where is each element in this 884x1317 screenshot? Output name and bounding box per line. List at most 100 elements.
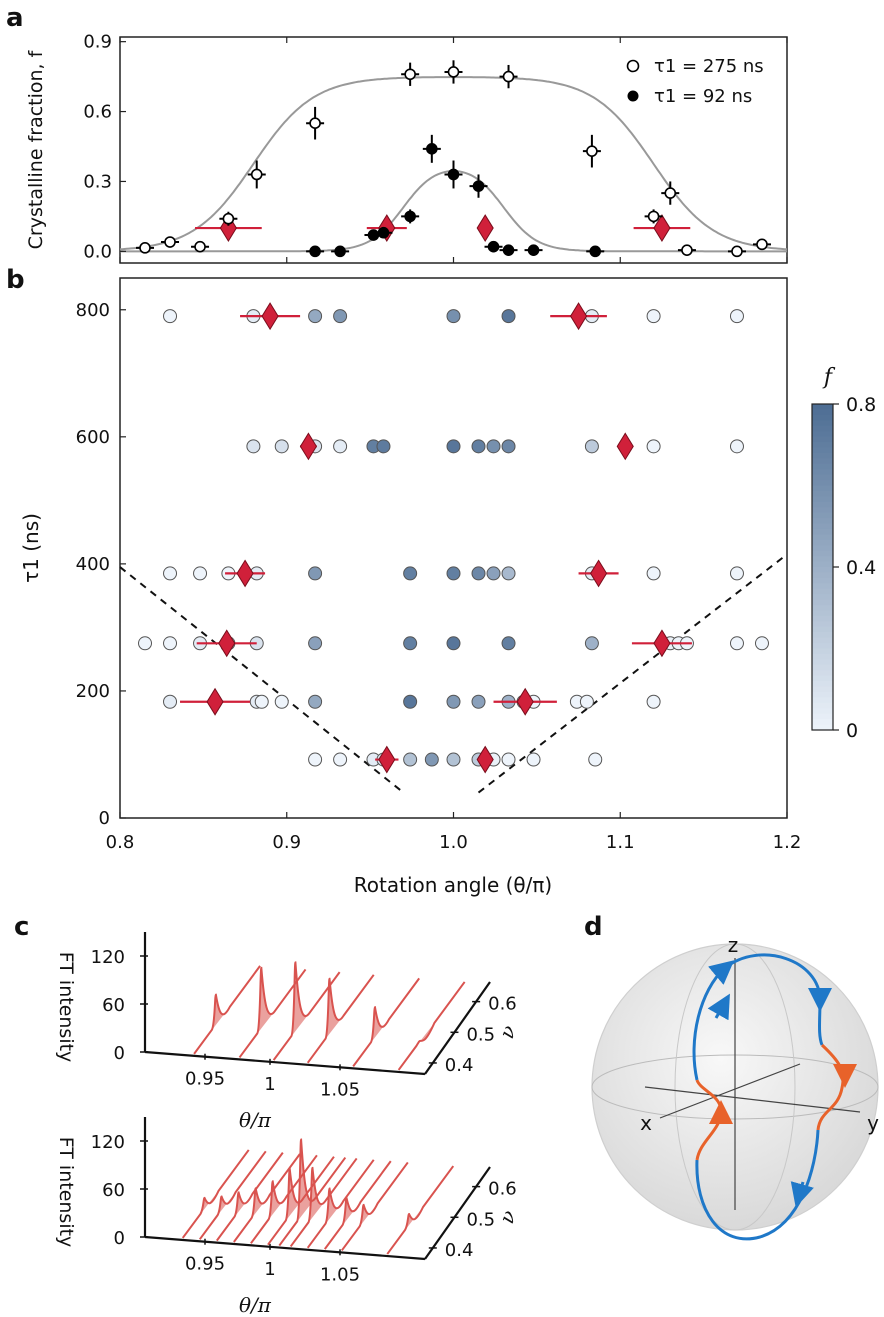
colorbar-segment xyxy=(812,523,833,530)
legend-label-275: τ1 = 275 ns xyxy=(654,56,764,77)
threshold-guide-line xyxy=(477,553,788,794)
waterfall-xtick-label: 1 xyxy=(264,1259,275,1280)
panel-b-xtick-label: 0.9 xyxy=(272,832,301,853)
colormap-data-point xyxy=(308,636,323,651)
colorbar-tick-label: 0 xyxy=(846,720,858,742)
colorbar-segment xyxy=(812,588,833,595)
data-point-92 xyxy=(589,245,602,258)
colorbar-label: f xyxy=(822,365,836,390)
colorbar-segment xyxy=(812,719,833,726)
colormap-data-point xyxy=(446,439,461,454)
blue-trajectory-upper xyxy=(692,953,832,1081)
colormap-data-point xyxy=(446,752,461,767)
panel-a-ytick-label: 0.9 xyxy=(83,32,112,53)
colormap-data-point xyxy=(333,752,348,767)
data-point-92 xyxy=(447,168,460,181)
colormap-data-point xyxy=(333,309,348,324)
legend-marker-filled xyxy=(627,90,639,102)
colorbar-segment xyxy=(812,572,833,579)
colorbar-segment xyxy=(812,539,833,546)
colorbar-segment xyxy=(812,469,833,476)
threshold-marker xyxy=(653,629,671,658)
meridian-ellipse xyxy=(674,943,796,1231)
colormap-data-point xyxy=(729,636,744,651)
panel-b-ytick-label: 600 xyxy=(76,427,110,448)
data-point-92 xyxy=(487,240,500,253)
panel-b-xtick-label: 0.8 xyxy=(106,832,135,853)
waterfall-slice xyxy=(272,961,341,1061)
colormap-data-point xyxy=(254,694,269,709)
colorbar-segment xyxy=(812,447,833,454)
threshold-marker xyxy=(516,687,534,716)
y-axis xyxy=(644,1086,861,1113)
threshold-marker xyxy=(378,745,396,774)
data-point-275 xyxy=(164,236,176,248)
waterfall-xaxis xyxy=(144,1050,426,1076)
colormap-data-point xyxy=(274,439,289,454)
data-point-275 xyxy=(404,68,416,81)
colormap-data-point xyxy=(333,439,348,454)
colormap-data-point xyxy=(308,752,323,767)
colormap-data-point xyxy=(471,694,486,709)
blue-arrow-down xyxy=(790,1181,814,1208)
colorbar-segment xyxy=(812,550,833,557)
data-point-275 xyxy=(222,212,235,225)
colorbar-segment xyxy=(812,686,833,693)
colorbar-segment xyxy=(812,594,833,601)
waterfall-bottom: 0 60 120 0.95 1 1.05 0.4 0.5 0.6 FT intensity θ/π ν xyxy=(55,1117,521,1317)
waterfall-slice xyxy=(341,1161,409,1252)
colorbar-segment xyxy=(812,643,833,650)
x-axis-label: x xyxy=(640,1111,652,1135)
colormap-data-point xyxy=(274,694,289,709)
waterfall-top: 0 60 120 0.95 1 1.05 0.4 0.5 0.6 FT intensity θ/π ν xyxy=(55,932,521,1132)
colorbar-segment xyxy=(812,621,833,628)
colorbar-segment xyxy=(812,534,833,541)
colormap-data-point xyxy=(163,694,178,709)
panel-a-legend: τ1 = 275 ns τ1 = 92 ns xyxy=(626,56,764,107)
waterfall-slice xyxy=(250,1154,318,1244)
waterfall-xtick-label: 1.05 xyxy=(320,1079,360,1100)
waterfall-slice xyxy=(323,1160,392,1250)
threshold-marker xyxy=(236,559,254,588)
threshold-marker xyxy=(206,687,224,716)
colorbar-tick-label: 0.8 xyxy=(846,394,876,416)
panel-b-ytick-label: 400 xyxy=(76,554,110,575)
colorbar-segment xyxy=(812,442,833,449)
waterfall-ytick-label: 60 xyxy=(102,1180,125,1201)
colormap-data-point xyxy=(526,752,541,767)
colormap-data-point xyxy=(501,566,516,581)
colorbar-segment xyxy=(812,724,833,731)
waterfall-slice xyxy=(233,1153,301,1243)
colorbar-segment xyxy=(812,567,833,574)
waterfall-xtick-label: 0.95 xyxy=(185,1254,225,1275)
panel-b-frame xyxy=(119,277,788,819)
y-axis-label: y xyxy=(867,1111,879,1135)
colorbar-segment xyxy=(812,691,833,698)
colormap-data-point xyxy=(446,566,461,581)
colorbar-segment xyxy=(812,561,833,568)
data-point-275 xyxy=(139,242,151,254)
panel-label-c: c xyxy=(14,912,29,942)
data-point-275 xyxy=(731,245,743,258)
colorbar-segment xyxy=(812,659,833,666)
colormap-data-point xyxy=(471,566,486,581)
colorbar-segment xyxy=(812,452,833,459)
waterfall-slice xyxy=(306,1159,375,1249)
colorbar-segment xyxy=(812,675,833,682)
panel-b-ytick-label: 800 xyxy=(76,300,110,321)
waterfall-zaxis xyxy=(424,981,491,1075)
waterfall-xtick-label: 1.05 xyxy=(320,1264,360,1285)
colormap-data-point xyxy=(729,439,744,454)
waterfall-ztick-label: 0.6 xyxy=(488,1179,517,1200)
panel-label-d: d xyxy=(584,912,603,942)
waterfall-ylabel: FT intensity xyxy=(55,1137,77,1248)
colormap-data-point xyxy=(584,636,599,651)
colormap-data-point xyxy=(246,439,261,454)
colorbar-segment xyxy=(812,404,833,411)
panel-label-a: a xyxy=(6,3,24,33)
colormap-data-point xyxy=(579,694,594,709)
data-point-275 xyxy=(647,210,660,223)
threshold-marker xyxy=(653,214,671,243)
colormap-data-point xyxy=(403,752,418,767)
